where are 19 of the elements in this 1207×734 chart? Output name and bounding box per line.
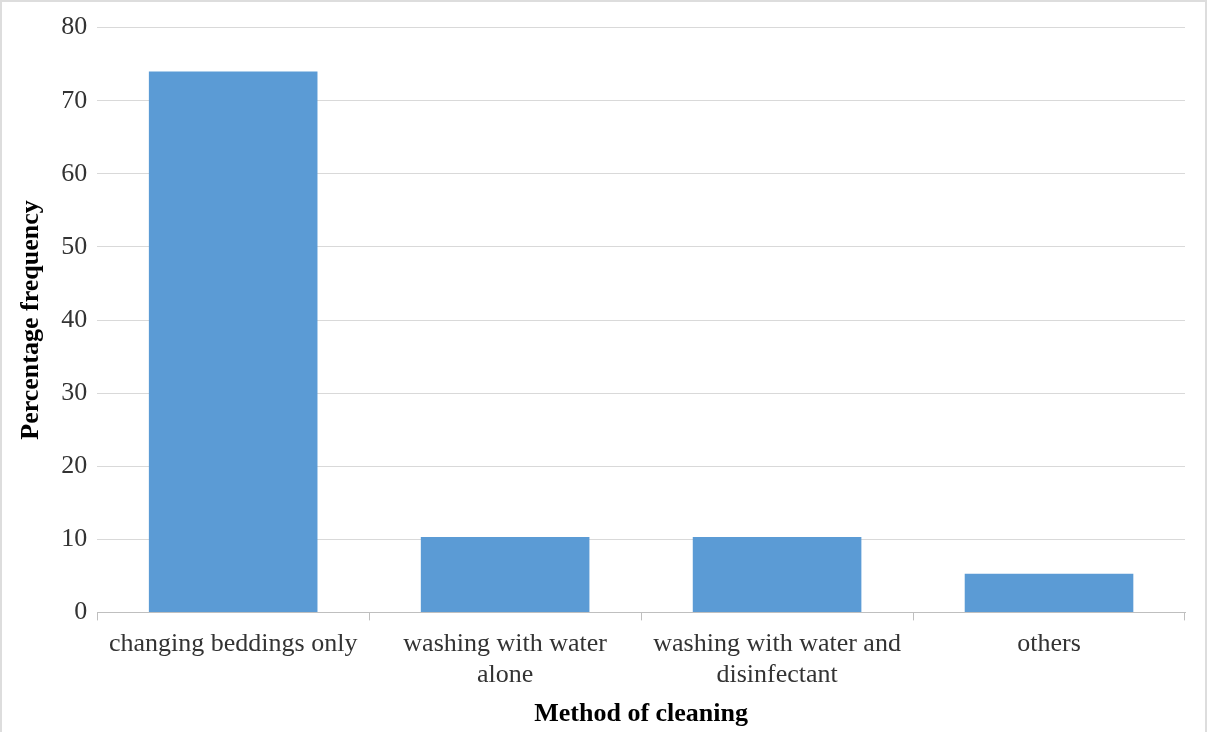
y-tick-label: 10 (61, 523, 88, 553)
x-tick-label: washing with water alone (403, 627, 608, 689)
y-tick-label: 70 (61, 84, 88, 114)
bar (692, 537, 862, 612)
bar (148, 71, 318, 612)
x-tick-label: washing with water and disinfectant (653, 627, 901, 689)
y-tick-label: 50 (61, 230, 88, 260)
y-tick-label: 30 (61, 376, 88, 406)
x-tick-label: changing beddings only (108, 627, 358, 657)
y-axis-title: Percentage frequency (15, 200, 45, 440)
y-tick-label: 80 (61, 11, 88, 41)
y-tick-label: 0 (74, 596, 88, 626)
bar (964, 573, 1134, 612)
x-tick-label: others (1017, 627, 1081, 657)
y-tick-label: 40 (61, 303, 88, 333)
y-tick-label: 60 (61, 157, 88, 187)
x-axis-title: Method of cleaning (534, 698, 748, 728)
bar (420, 537, 590, 612)
y-tick-label: 20 (61, 450, 88, 480)
